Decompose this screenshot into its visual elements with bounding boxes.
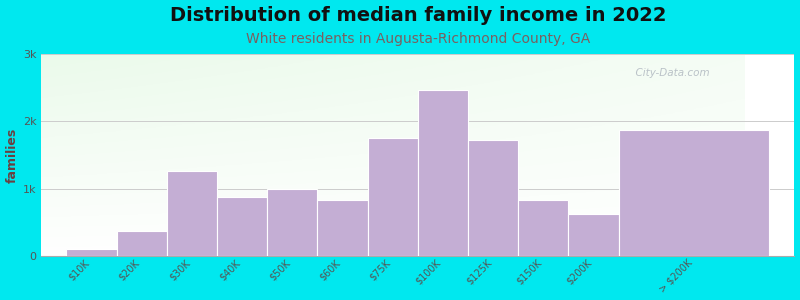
Bar <box>618 130 770 256</box>
Bar <box>368 138 418 256</box>
Bar <box>117 231 166 256</box>
Text: White residents in Augusta-Richmond County, GA: White residents in Augusta-Richmond Coun… <box>246 32 590 46</box>
Title: Distribution of median family income in 2022: Distribution of median family income in … <box>170 6 666 25</box>
Bar <box>318 200 368 256</box>
Bar <box>569 214 618 256</box>
Bar <box>267 189 318 256</box>
Bar <box>217 197 267 256</box>
Bar <box>418 90 468 256</box>
Text: City-Data.com: City-Data.com <box>629 68 710 78</box>
Y-axis label: families: families <box>6 128 18 183</box>
Bar <box>518 200 569 256</box>
Bar <box>468 140 518 256</box>
Bar <box>166 170 217 256</box>
Bar <box>66 249 117 256</box>
